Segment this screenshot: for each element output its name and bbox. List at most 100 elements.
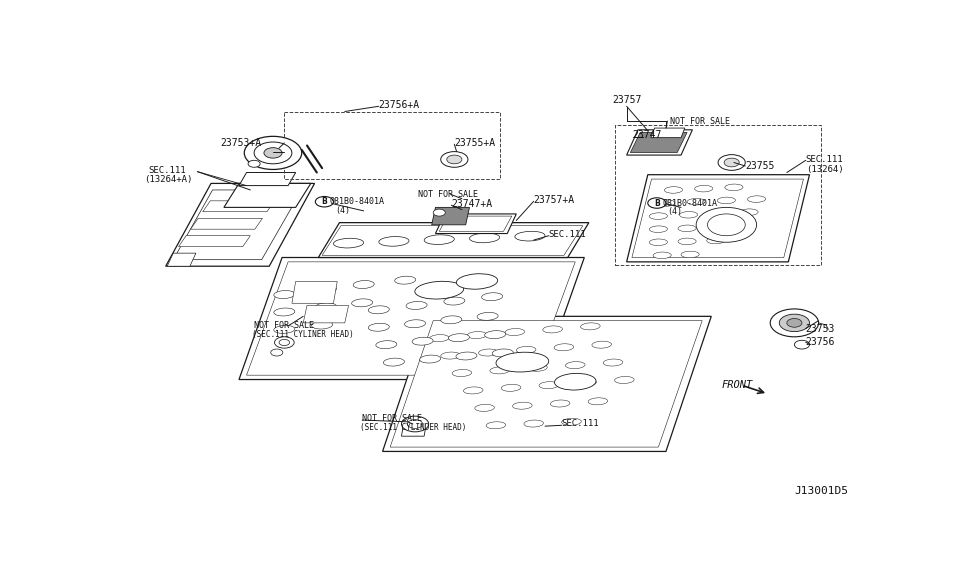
Text: 081B0-8401A: 081B0-8401A: [663, 199, 718, 208]
Circle shape: [696, 207, 757, 242]
Circle shape: [433, 209, 446, 216]
Ellipse shape: [456, 352, 477, 360]
Circle shape: [441, 152, 468, 168]
Polygon shape: [390, 321, 702, 447]
Polygon shape: [178, 235, 251, 247]
Polygon shape: [627, 130, 692, 155]
Circle shape: [245, 136, 301, 169]
Circle shape: [718, 155, 745, 170]
Ellipse shape: [657, 200, 675, 206]
Polygon shape: [632, 179, 803, 258]
Polygon shape: [318, 222, 589, 258]
Ellipse shape: [580, 323, 601, 330]
Ellipse shape: [649, 239, 668, 246]
Ellipse shape: [353, 281, 374, 289]
Ellipse shape: [482, 293, 503, 301]
Ellipse shape: [395, 276, 415, 284]
Text: J13001D5: J13001D5: [795, 486, 849, 496]
Ellipse shape: [492, 349, 513, 357]
Polygon shape: [166, 183, 315, 266]
Polygon shape: [292, 281, 337, 303]
Text: SEC.111: SEC.111: [805, 155, 843, 164]
Ellipse shape: [429, 335, 449, 342]
Ellipse shape: [475, 404, 494, 411]
Polygon shape: [402, 427, 426, 436]
Ellipse shape: [562, 418, 581, 425]
Ellipse shape: [333, 238, 364, 248]
Polygon shape: [203, 201, 275, 212]
Ellipse shape: [456, 274, 497, 289]
Ellipse shape: [718, 197, 735, 204]
Ellipse shape: [315, 285, 336, 293]
Text: SEC.111: SEC.111: [148, 166, 186, 175]
Ellipse shape: [274, 308, 294, 316]
Text: 23747+A: 23747+A: [451, 199, 492, 209]
Ellipse shape: [477, 312, 498, 320]
Ellipse shape: [694, 186, 713, 192]
Polygon shape: [439, 216, 512, 231]
Text: NOT FOR SALE: NOT FOR SALE: [362, 414, 422, 423]
Ellipse shape: [496, 352, 549, 372]
Text: (SEC.111 CYLINDER HEAD): (SEC.111 CYLINDER HEAD): [360, 423, 466, 432]
Ellipse shape: [524, 420, 543, 427]
Ellipse shape: [588, 398, 607, 405]
Circle shape: [254, 142, 292, 164]
Ellipse shape: [687, 199, 705, 205]
Ellipse shape: [682, 251, 699, 258]
Text: 23753: 23753: [805, 324, 836, 335]
Polygon shape: [382, 316, 712, 452]
Polygon shape: [303, 306, 349, 323]
Ellipse shape: [412, 337, 433, 345]
Ellipse shape: [274, 325, 294, 333]
Ellipse shape: [724, 184, 743, 191]
Ellipse shape: [735, 223, 754, 229]
Text: 23756+A: 23756+A: [378, 100, 420, 110]
Circle shape: [402, 416, 429, 432]
Ellipse shape: [517, 346, 536, 353]
Polygon shape: [436, 214, 517, 234]
Circle shape: [264, 148, 282, 158]
Ellipse shape: [740, 209, 759, 216]
Ellipse shape: [680, 212, 698, 218]
Ellipse shape: [424, 235, 454, 245]
Ellipse shape: [489, 367, 510, 374]
Polygon shape: [322, 226, 583, 255]
Polygon shape: [651, 128, 684, 138]
Ellipse shape: [710, 210, 728, 217]
Text: B: B: [322, 197, 328, 206]
Text: (4): (4): [335, 206, 351, 215]
Polygon shape: [239, 258, 584, 380]
Ellipse shape: [566, 362, 585, 368]
Circle shape: [724, 158, 739, 167]
Ellipse shape: [649, 226, 668, 233]
Polygon shape: [247, 262, 575, 375]
Text: (13264): (13264): [805, 165, 843, 174]
Circle shape: [447, 155, 462, 164]
Ellipse shape: [383, 358, 405, 366]
Ellipse shape: [664, 187, 682, 193]
Ellipse shape: [678, 238, 696, 245]
Ellipse shape: [444, 297, 465, 305]
Ellipse shape: [414, 281, 464, 299]
Text: B: B: [654, 199, 660, 208]
Text: (13264+A): (13264+A): [144, 175, 193, 185]
Ellipse shape: [379, 237, 409, 246]
Ellipse shape: [707, 237, 724, 244]
Circle shape: [770, 309, 819, 337]
Circle shape: [408, 419, 422, 428]
Ellipse shape: [312, 321, 332, 329]
Polygon shape: [631, 132, 687, 152]
Text: (SEC.111 CYLINER HEAD): (SEC.111 CYLINER HEAD): [252, 330, 354, 339]
Text: NOT FOR SALE: NOT FOR SALE: [418, 190, 478, 199]
Circle shape: [795, 340, 809, 349]
Ellipse shape: [479, 349, 498, 356]
Text: SEC.111: SEC.111: [549, 230, 586, 239]
Ellipse shape: [441, 352, 460, 359]
Circle shape: [248, 160, 260, 168]
Ellipse shape: [501, 384, 521, 391]
Polygon shape: [224, 183, 311, 207]
Ellipse shape: [539, 381, 559, 389]
Text: 23753+A: 23753+A: [220, 138, 261, 148]
Polygon shape: [432, 207, 470, 225]
Text: 081B0-8401A: 081B0-8401A: [330, 197, 385, 206]
